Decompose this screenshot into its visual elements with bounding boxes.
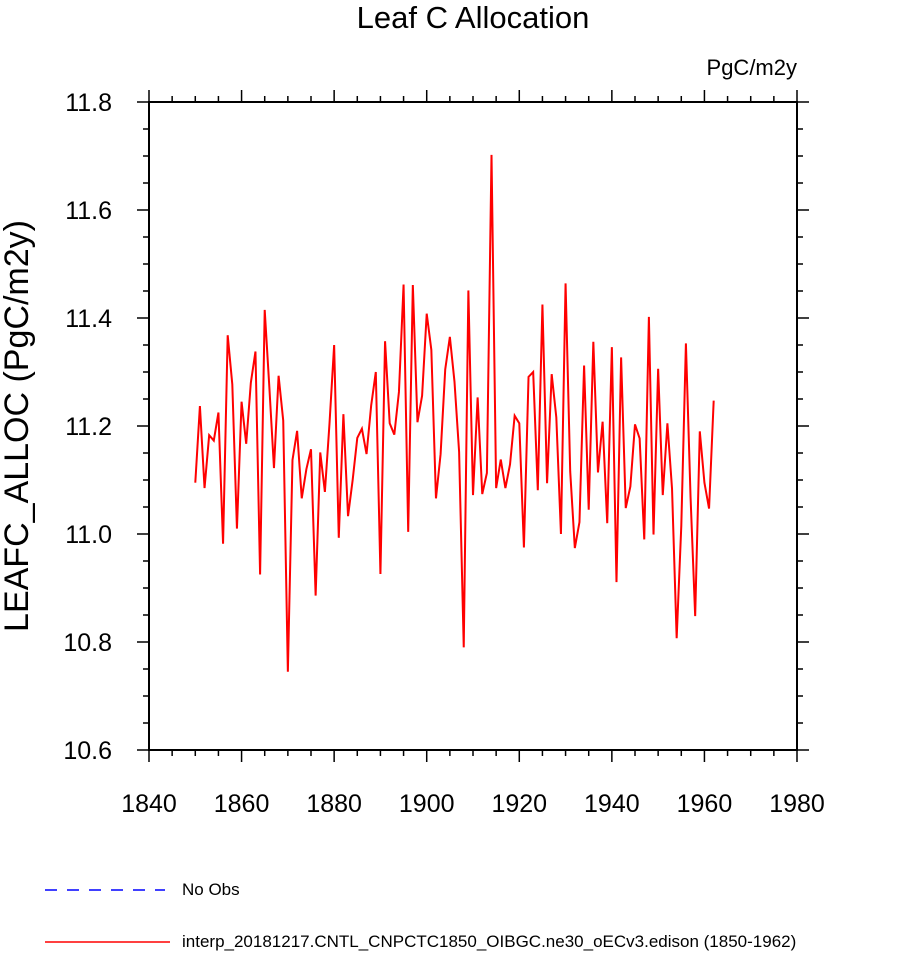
y-tick-label: 11.6 bbox=[65, 197, 112, 225]
x-tick-label: 1880 bbox=[306, 790, 362, 818]
x-tick-label: 1840 bbox=[121, 790, 177, 818]
x-tick-label: 1920 bbox=[491, 790, 547, 818]
y-tick-labels: 10.6 10.8 11.0 11.2 11.4 11.6 11.8 bbox=[63, 89, 112, 765]
y-tick-label: 11.0 bbox=[65, 521, 112, 549]
x-tick-labels: 1840 1860 1880 1900 1920 1940 1960 1980 bbox=[121, 790, 825, 818]
legend-label-model-run: interp_20181217.CNTL_CNPCTC1850_OIBGC.ne… bbox=[182, 932, 797, 951]
series-layer bbox=[194, 154, 715, 672]
legend-line-dashed bbox=[45, 889, 165, 891]
x-tick-label: 1860 bbox=[214, 790, 270, 818]
legend-line-solid bbox=[45, 941, 170, 943]
x-tick-label: 1960 bbox=[677, 790, 733, 818]
x-tick-label: 1940 bbox=[584, 790, 640, 818]
y-tick-label: 11.4 bbox=[65, 305, 112, 333]
plot-frame bbox=[148, 101, 798, 751]
y-tick-label: 10.6 bbox=[63, 737, 112, 765]
axis-ticks bbox=[137, 90, 809, 762]
x-tick-label: 1900 bbox=[399, 790, 455, 818]
y-axis-label: LEAFC_ALLOC (PgC/m2y) bbox=[0, 220, 36, 632]
chart-title: Leaf C Allocation bbox=[357, 0, 590, 35]
x-tick-label: 1980 bbox=[769, 790, 825, 818]
y-tick-label: 11.8 bbox=[65, 89, 112, 117]
series-line bbox=[194, 154, 715, 672]
y-tick-label: 10.8 bbox=[63, 629, 112, 657]
chart: Leaf C Allocation PgC/m2y LEAFC_ALLOC (P… bbox=[0, 0, 825, 818]
legend-item-model-run: interp_20181217.CNTL_CNPCTC1850_OIBGC.ne… bbox=[0, 927, 897, 957]
legend-item-no-obs: No Obs bbox=[0, 875, 897, 905]
units-label: PgC/m2y bbox=[707, 55, 797, 80]
y-tick-label: 11.2 bbox=[65, 413, 112, 441]
legend-label-no-obs: No Obs bbox=[182, 880, 240, 899]
